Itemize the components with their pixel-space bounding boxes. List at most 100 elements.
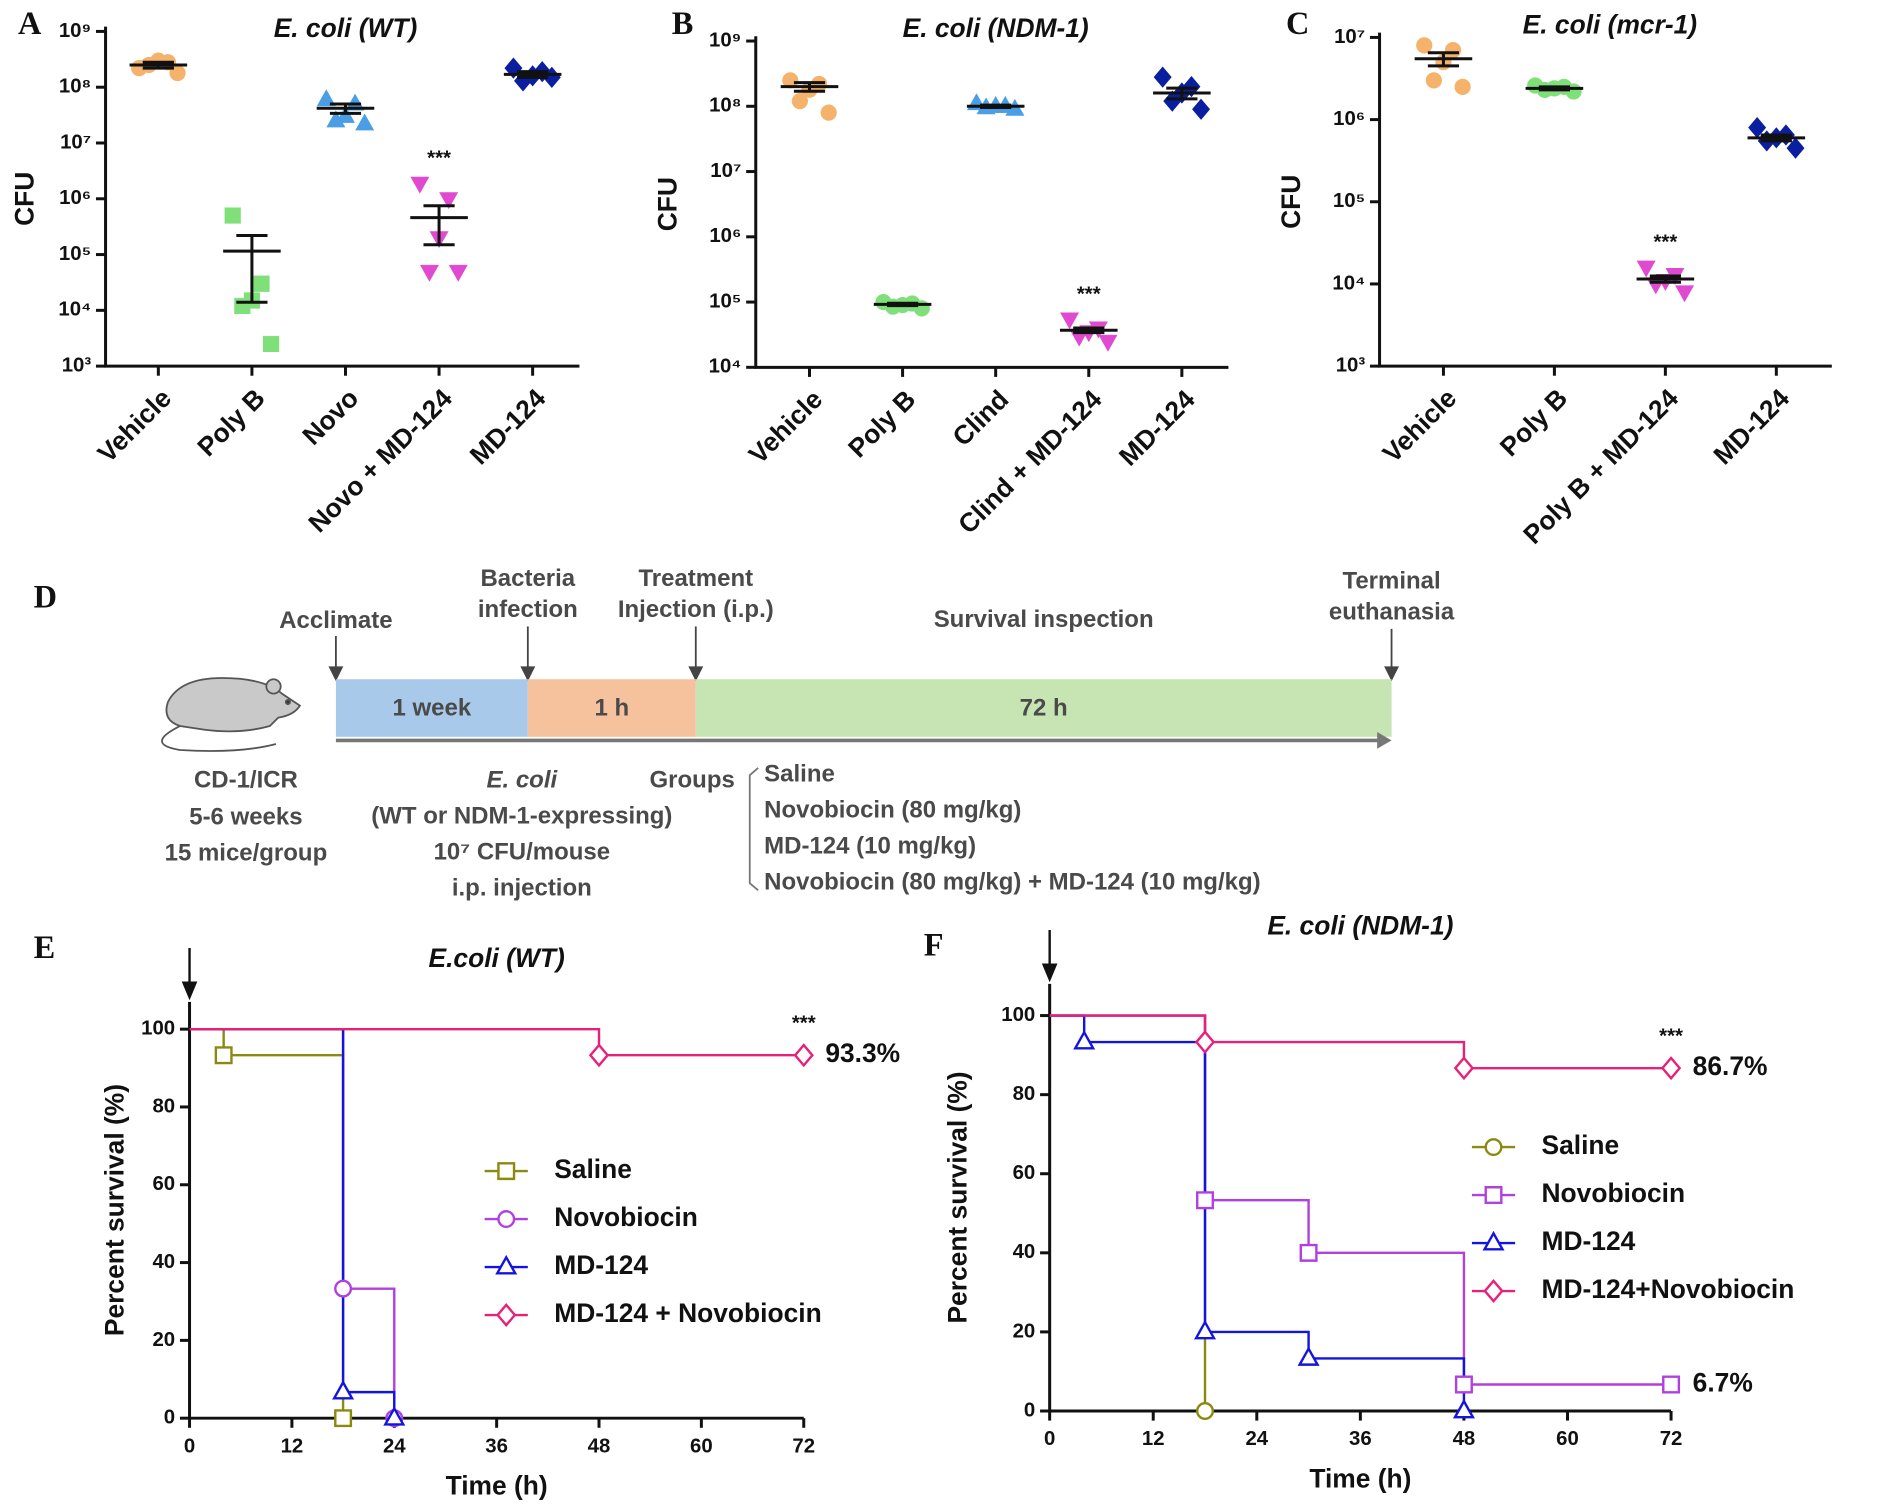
legend-label: MD-124+Novobiocin [1542,1274,1795,1304]
bracket [748,767,759,892]
panel-label: F [924,927,944,963]
legend-label: Novobiocin [1542,1178,1686,1208]
survival-step [343,1287,396,1419]
y-tick-label: 10⁷ [1334,26,1365,48]
marker [1452,1398,1475,1419]
x-tick-label: MD-124 [464,383,552,471]
y-tick-label: 100 [1001,1004,1035,1026]
y-tick-label: 0 [164,1407,175,1429]
significance: *** [792,1012,816,1034]
survival-step [1205,1199,1310,1253]
x-tick-label: 72 [1660,1428,1683,1450]
y-tick-label: 80 [1013,1083,1036,1105]
y-tick-label: 40 [1013,1241,1036,1263]
survival-step [189,1027,345,1289]
marker [1484,1138,1503,1157]
marker [1454,1375,1473,1394]
y-tick-label: 100 [141,1018,175,1040]
x-tick-label: 60 [690,1435,713,1457]
y-tick-label: 10⁶ [1333,108,1365,130]
x-tick-label: Poly B [1494,383,1573,462]
marker [1636,260,1656,278]
stage-label: euthanasia [1329,599,1455,626]
group-item: Novobiocin (80 mg/kg) + MD-124 (10 mg/kg… [764,869,1260,896]
marker [383,1405,406,1426]
stage-label: Bacteria [480,565,575,592]
marker [1453,1056,1475,1081]
y-tick-label: 10⁶ [709,225,741,247]
y-tick-label: 40 [152,1251,175,1273]
y-tick-label: 0 [1024,1399,1035,1421]
marker [1194,1030,1216,1055]
stage-bar [335,679,528,737]
marker [791,93,809,110]
marker [1484,1186,1503,1205]
marker [316,89,336,107]
panel-label: C [1286,6,1309,42]
survival-step [1049,1014,1207,1411]
stage-label: Survival inspection [934,606,1154,633]
marker [495,1254,518,1275]
error-bar [423,204,455,247]
groups-label: Groups [650,767,735,794]
marker [334,1409,353,1428]
legend-label: Novobiocin [554,1202,698,1232]
marker [497,1210,516,1229]
y-tick-label: 20 [1013,1320,1036,1342]
y-tick-label: 10⁴ [1332,272,1365,294]
marker [1098,334,1118,352]
x-tick-label: 36 [1349,1428,1372,1450]
x-tick-label: 72 [792,1435,815,1457]
start-arrow [1041,929,1058,983]
y-axis-label: CFU [1276,175,1306,229]
y-axis-label: CFU [9,172,39,226]
x-axis-label: Time (h) [1309,1464,1411,1494]
marker [1660,1056,1682,1081]
significance: *** [1653,232,1677,254]
x-tick-label: 48 [1453,1428,1476,1450]
x-tick-label: Vehicle [1377,383,1463,469]
stage-label: infection [478,596,578,623]
marker [355,113,375,131]
y-axis-label: Percent survival (%) [99,1084,129,1336]
stage-label: Injection (i.p.) [618,596,774,623]
marker [410,176,430,194]
y-tick-label: 20 [152,1329,175,1351]
panel-label: D [34,579,57,615]
value-label: 6.7% [1693,1367,1753,1397]
marker [253,275,270,292]
y-tick-label: 10⁹ [709,29,741,51]
y-tick-label: 10⁵ [1333,190,1365,212]
marker [332,1379,355,1400]
marker [214,1046,233,1065]
marker [419,264,439,282]
survival-step [1205,1040,1466,1069]
marker [1482,1230,1505,1251]
mouse-icon [161,677,302,752]
stage-bar [527,679,696,737]
duration: 1 h [594,695,629,722]
group-item: Saline [764,761,835,788]
marker [1073,1029,1096,1050]
x-tick-label: 12 [1142,1428,1165,1450]
y-tick-label: 10⁴ [58,299,91,321]
marker [588,1043,610,1068]
marker [497,1162,516,1181]
x-tick-label: 36 [485,1435,508,1457]
marker [496,1303,517,1328]
marker [1483,1279,1504,1304]
value-label: 86.7% [1693,1051,1768,1081]
legend-label: Saline [554,1154,632,1184]
y-tick-label: 10⁸ [59,76,91,98]
significance: *** [1659,1025,1683,1047]
x-tick-label: 60 [1556,1428,1579,1450]
stage-label: Terminal [1342,567,1440,594]
x-tick-label: 48 [588,1435,611,1457]
survival-step [1308,1251,1466,1385]
marker [334,1279,353,1298]
x-tick-label: 0 [184,1435,195,1457]
legend-label: MD-124 + Novobiocin [554,1298,821,1328]
chart-title: E. coli (mcr-1) [1523,10,1698,40]
panel-label: B [672,6,694,42]
marker [234,297,251,315]
